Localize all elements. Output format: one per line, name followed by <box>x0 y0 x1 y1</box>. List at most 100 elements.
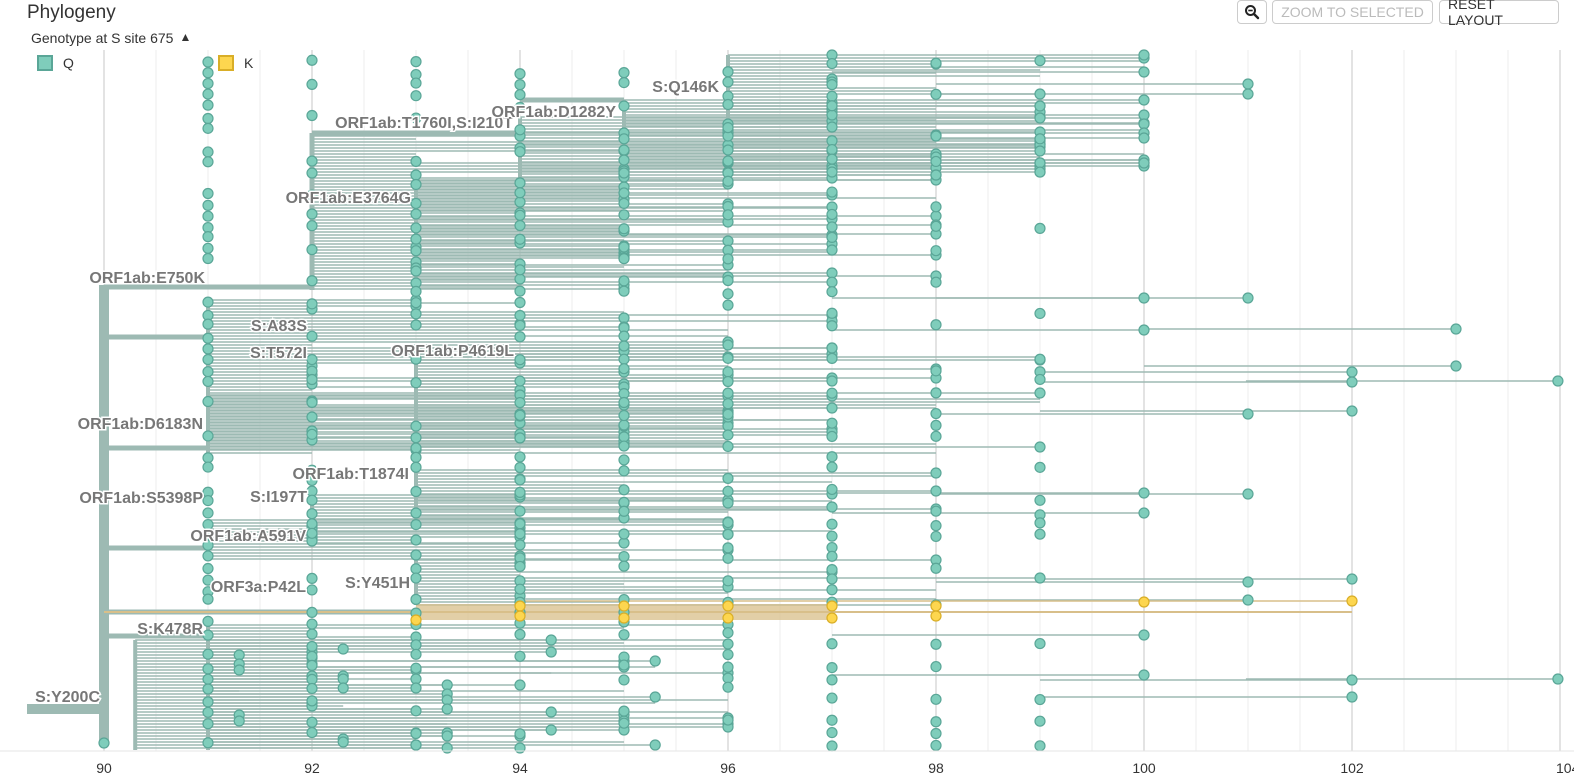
tip-node[interactable] <box>202 112 214 125</box>
tip-node[interactable] <box>826 402 838 414</box>
tip-node[interactable] <box>514 331 526 343</box>
tip-node[interactable] <box>202 452 214 464</box>
tip-node[interactable] <box>826 143 838 156</box>
tip-node[interactable] <box>410 208 422 220</box>
tip-node[interactable] <box>930 57 942 69</box>
tip-node[interactable] <box>618 76 630 89</box>
tip-node[interactable] <box>618 396 630 409</box>
tip-node[interactable] <box>514 285 526 297</box>
tip-node[interactable] <box>1034 112 1046 124</box>
tip-node[interactable] <box>410 233 422 245</box>
tip-node[interactable] <box>410 377 422 389</box>
tip-node[interactable] <box>306 640 318 653</box>
tip-node[interactable] <box>649 739 661 751</box>
tip-node[interactable] <box>1034 461 1046 473</box>
tip-node[interactable] <box>514 461 526 474</box>
tip-node[interactable] <box>1346 674 1358 686</box>
tip-node[interactable] <box>202 696 214 708</box>
tip-node[interactable] <box>306 474 318 487</box>
tip-node[interactable] <box>1138 507 1150 519</box>
tip-node[interactable] <box>306 411 318 423</box>
tip-node[interactable] <box>202 539 214 551</box>
tip-node[interactable] <box>514 628 526 640</box>
tip-node[interactable] <box>722 274 734 287</box>
tip-node[interactable] <box>930 660 942 673</box>
tip-node[interactable] <box>1346 573 1358 585</box>
tip-node[interactable] <box>202 683 214 695</box>
tip-node[interactable] <box>1034 222 1046 234</box>
tip-node[interactable] <box>1450 323 1462 335</box>
reset-layout-button[interactable]: RESET LAYOUT <box>1439 0 1559 28</box>
tip-node[interactable] <box>826 740 838 752</box>
tip-node[interactable] <box>826 564 838 576</box>
tip-node[interactable] <box>410 572 422 584</box>
tip-node-k[interactable] <box>1346 595 1358 607</box>
tip-node[interactable] <box>306 606 318 618</box>
tip-node[interactable] <box>826 451 838 463</box>
tip-node[interactable] <box>514 679 526 691</box>
tip-node[interactable] <box>441 703 453 715</box>
tip-node[interactable] <box>618 419 630 431</box>
tip-node[interactable] <box>410 155 422 167</box>
tip-node[interactable] <box>826 79 838 91</box>
tip-node[interactable] <box>722 175 734 187</box>
tip-node[interactable] <box>722 516 734 529</box>
tip-node[interactable] <box>722 528 734 540</box>
tip-node[interactable] <box>410 308 422 320</box>
tip-node[interactable] <box>306 54 318 66</box>
tip-node[interactable] <box>930 130 942 142</box>
tip-node[interactable] <box>722 66 734 78</box>
tip-node[interactable] <box>1034 387 1046 399</box>
tip-node[interactable] <box>1552 375 1564 387</box>
tip-node[interactable] <box>722 638 734 650</box>
tree-tips[interactable] <box>98 49 1564 754</box>
tip-node[interactable] <box>826 417 838 429</box>
tip-node[interactable] <box>410 77 422 89</box>
tip-node[interactable] <box>826 109 838 121</box>
tip-node[interactable] <box>722 627 734 639</box>
tip-node[interactable] <box>826 121 838 133</box>
tip-node[interactable] <box>202 99 214 111</box>
tip-node[interactable] <box>826 244 838 256</box>
tip-node[interactable] <box>826 518 838 530</box>
tip-node[interactable] <box>514 101 526 114</box>
tip-node[interactable] <box>202 562 214 575</box>
tip-node[interactable] <box>306 673 318 685</box>
tip-node[interactable] <box>514 196 526 208</box>
tip-node[interactable] <box>306 572 318 584</box>
tip-node[interactable] <box>618 167 630 179</box>
tip-node[interactable] <box>722 429 734 441</box>
tip-node[interactable] <box>826 231 838 243</box>
tip-node[interactable] <box>306 726 318 739</box>
tip-node[interactable] <box>306 109 318 122</box>
tip-node[interactable] <box>202 375 214 388</box>
tip-node[interactable] <box>930 716 942 728</box>
tip-node[interactable] <box>722 288 734 300</box>
tip-node[interactable] <box>514 518 526 530</box>
tip-node[interactable] <box>722 155 734 167</box>
tip-node[interactable] <box>306 275 318 287</box>
tip-node[interactable] <box>514 396 526 409</box>
tip-node-k[interactable] <box>722 600 734 612</box>
tip-node[interactable] <box>514 219 526 232</box>
tree-branches[interactable] <box>27 54 1558 750</box>
tip-node[interactable] <box>410 705 422 717</box>
tip-node[interactable] <box>826 267 838 279</box>
tip-node[interactable] <box>545 706 557 718</box>
tip-node[interactable] <box>722 339 734 351</box>
tip-node-k[interactable] <box>514 610 526 622</box>
tip-node[interactable] <box>826 276 838 288</box>
tip-node[interactable] <box>1034 145 1046 157</box>
tip-node[interactable] <box>514 264 526 276</box>
tip-node[interactable] <box>930 485 942 497</box>
tip-node[interactable] <box>722 485 734 497</box>
tip-node[interactable] <box>514 560 526 573</box>
tip-node-k[interactable] <box>1138 596 1150 608</box>
tip-node[interactable] <box>930 365 942 377</box>
tip-node[interactable] <box>1346 405 1358 417</box>
tip-node[interactable] <box>722 299 734 311</box>
legend-toggle[interactable]: Genotype at S site 675 ▲ <box>31 30 191 46</box>
tip-node[interactable] <box>826 430 838 443</box>
tip-node[interactable] <box>202 494 214 507</box>
tip-node[interactable] <box>826 153 838 165</box>
